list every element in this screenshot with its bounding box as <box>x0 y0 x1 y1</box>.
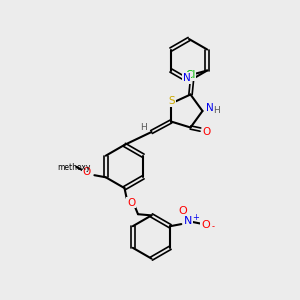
Text: O: O <box>83 167 91 177</box>
Text: O: O <box>202 127 211 137</box>
Text: O: O <box>127 198 135 208</box>
Text: -: - <box>212 222 214 231</box>
Text: O: O <box>179 206 188 216</box>
Text: +: + <box>192 213 199 222</box>
Text: Cl: Cl <box>185 70 196 80</box>
Text: N: N <box>184 216 192 226</box>
Text: H: H <box>140 123 146 132</box>
Text: N: N <box>206 103 214 113</box>
Text: H: H <box>213 106 219 115</box>
Text: S: S <box>169 96 175 106</box>
Text: N: N <box>183 73 190 83</box>
Text: methoxy: methoxy <box>58 163 91 172</box>
Text: O: O <box>201 220 210 230</box>
